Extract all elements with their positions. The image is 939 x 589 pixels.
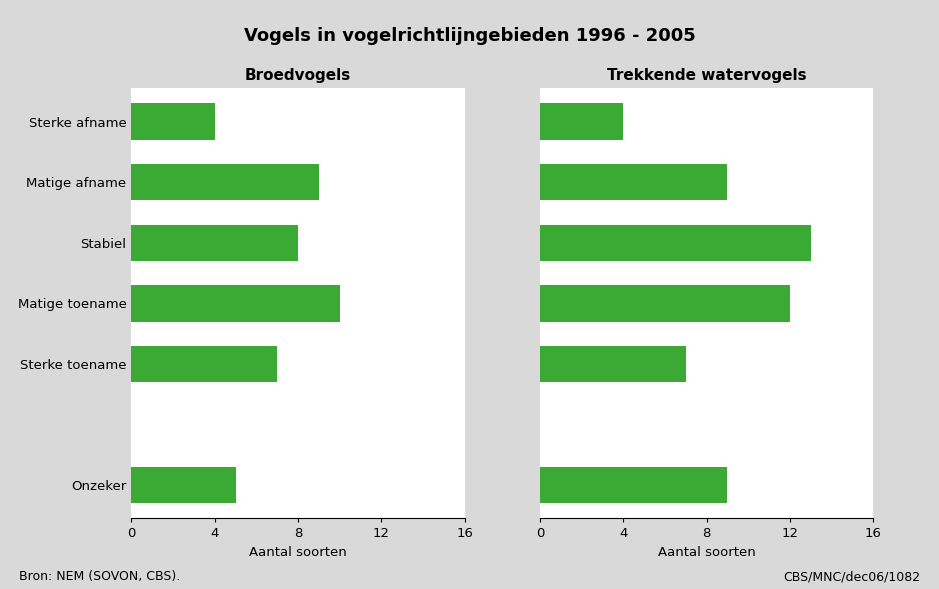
Bar [131, 285, 340, 322]
Bar [131, 346, 277, 382]
Text: CBS/MNC/dec06/1082: CBS/MNC/dec06/1082 [783, 570, 920, 583]
Text: Bron: NEM (SOVON, CBS).: Bron: NEM (SOVON, CBS). [19, 570, 180, 583]
Bar [540, 164, 728, 200]
Bar [540, 285, 790, 322]
Bar [540, 104, 623, 140]
X-axis label: Aantal soorten: Aantal soorten [249, 546, 347, 559]
Bar [131, 467, 236, 503]
X-axis label: Aantal soorten: Aantal soorten [657, 546, 756, 559]
Bar [540, 346, 685, 382]
Text: Vogels in vogelrichtlijngebieden 1996 - 2005: Vogels in vogelrichtlijngebieden 1996 - … [243, 27, 696, 45]
Bar [540, 224, 810, 261]
Bar [540, 467, 728, 503]
Title: Trekkende watervogels: Trekkende watervogels [607, 68, 807, 83]
Title: Broedvogels: Broedvogels [245, 68, 351, 83]
Bar [131, 224, 299, 261]
Bar [131, 104, 215, 140]
Bar [131, 164, 319, 200]
